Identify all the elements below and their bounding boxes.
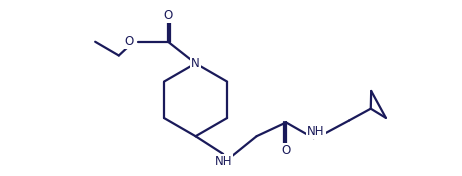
Text: O: O: [124, 35, 134, 48]
Text: NH: NH: [214, 155, 232, 168]
Text: O: O: [164, 9, 173, 22]
Text: O: O: [281, 144, 291, 158]
Text: N: N: [191, 57, 200, 70]
Text: NH: NH: [307, 125, 324, 138]
